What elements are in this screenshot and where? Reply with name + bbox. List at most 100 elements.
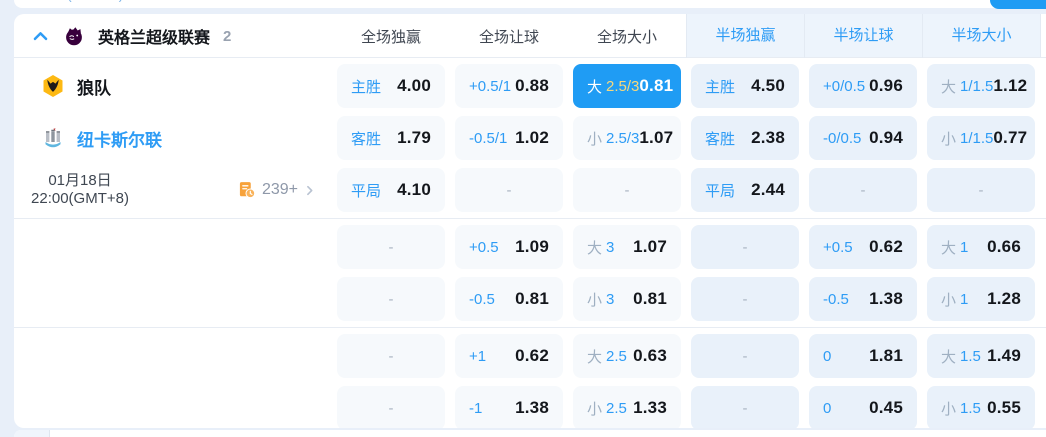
empty-dash: -: [742, 238, 748, 256]
odds-cell[interactable]: +0.5/1 0.88: [455, 64, 563, 108]
odds-cell[interactable]: 客胜 1.79: [337, 116, 445, 160]
away-team-name: 纽卡斯尔联: [77, 130, 162, 150]
odds-cell[interactable]: 客胜 2.38: [691, 116, 799, 160]
odds-value: 1.38: [869, 289, 903, 308]
odds-row: - -1 1.38 小 2.5 1.33 - 0 0.45 小 1.5 0.55: [14, 382, 1046, 428]
match-date: 01月18日: [48, 172, 112, 189]
home-team[interactable]: 狼队: [14, 60, 332, 112]
odds-value: 1.33: [633, 398, 667, 417]
column-header-halftime-ou: 半场大小: [922, 14, 1040, 58]
odds-cell-selected[interactable]: 大 2.5/3 0.81: [573, 64, 681, 108]
odds-cell-empty: -: [337, 386, 445, 428]
odds-label: 1.5: [960, 399, 981, 417]
odds-cell[interactable]: +1 0.62: [455, 334, 563, 378]
ou-prefix: 小: [941, 130, 957, 148]
odds-cell[interactable]: 主胜 4.50: [691, 64, 799, 108]
odds-cell[interactable]: 平局 2.44: [691, 168, 799, 212]
odds-cell[interactable]: 大 1 0.66: [927, 225, 1035, 269]
odds-value: 0.66: [987, 237, 1021, 256]
odds-cell[interactable]: -0.5/1 1.02: [455, 116, 563, 160]
ou-prefix: 小: [941, 400, 957, 418]
odds-value: 0.77: [993, 128, 1028, 147]
wolves-logo-icon: [41, 74, 65, 98]
odds-cell[interactable]: 小 2.5 1.33: [573, 386, 681, 428]
away-team[interactable]: 纽卡斯尔联: [14, 112, 332, 164]
odds-label: +0.5/1: [469, 77, 512, 95]
odds-value: 2.38: [751, 128, 785, 147]
odds-cell[interactable]: 0 0.45: [809, 386, 917, 428]
odds-label: 0: [823, 399, 832, 417]
empty-dash: -: [742, 399, 748, 417]
odds-cell[interactable]: -0/0.5 0.94: [809, 116, 917, 160]
odds-value: 4.50: [751, 76, 785, 95]
odds-label: -0.5: [823, 290, 849, 308]
odds-value: 0.94: [869, 128, 903, 147]
odds-label: 2.5/3: [606, 129, 640, 147]
odds-label: 2.5/3: [606, 77, 640, 95]
odds-cell[interactable]: 主胜 4.00: [337, 64, 445, 108]
odds-cell[interactable]: 小 3 0.81: [573, 277, 681, 321]
column-header-halftime-handicap: 半场让球: [804, 14, 922, 58]
odds-value: 1.12: [993, 76, 1028, 95]
odds-cell[interactable]: 0 1.81: [809, 334, 917, 378]
empty-dash: -: [388, 290, 394, 308]
odds-label: 2.5: [606, 347, 627, 365]
odds-cell[interactable]: 小 1 1.28: [927, 277, 1035, 321]
odds-label: -0.5: [469, 290, 495, 308]
odds-label: 1.5: [960, 347, 981, 365]
ou-prefix: 大: [587, 78, 603, 96]
ou-prefix: 小: [587, 130, 603, 148]
odds-cell[interactable]: +0.5 1.09: [455, 225, 563, 269]
ou-prefix: 大: [941, 78, 957, 96]
odds-row: - -0.5 0.81 小 3 0.81 - -0.5 1.38 小 1 1.28: [14, 273, 1046, 325]
empty-dash: -: [978, 181, 984, 199]
odds-label: 主胜: [705, 78, 736, 96]
odds-cell[interactable]: 大 1/1.5 1.12: [927, 64, 1035, 108]
league-title-block: 英格兰超级联赛 2: [14, 24, 332, 48]
odds-row-away: 纽卡斯尔联 客胜 1.79 -0.5/1 1.02 小 2.5/3 1.07 客胜 2.3…: [14, 112, 1046, 164]
odds-label: 1/1.5: [960, 129, 994, 147]
more-markets-link[interactable]: 239+: [237, 180, 316, 200]
odds-value: 1.81: [869, 346, 903, 365]
empty-dash: -: [506, 181, 512, 199]
odds-value: 0.81: [633, 289, 667, 308]
odds-cell[interactable]: +0.5 0.62: [809, 225, 917, 269]
match-meta: 01月18日 22:00(GMT+8) 239+: [14, 164, 332, 216]
ou-prefix: 大: [587, 348, 603, 366]
odds-cell[interactable]: 小 1/1.5 0.77: [927, 116, 1035, 160]
odds-cell[interactable]: -0.5 0.81: [455, 277, 563, 321]
odds-cell[interactable]: -1 1.38: [455, 386, 563, 428]
odds-label: 0: [823, 347, 832, 365]
odds-label: 主胜: [351, 78, 382, 96]
odds-value: 0.45: [869, 398, 903, 417]
newcastle-logo-icon: [41, 126, 65, 150]
ou-prefix: 大: [587, 239, 603, 257]
odds-value: 1.07: [639, 128, 674, 147]
odds-group-alt-1: - +0.5 1.09 大 3 1.07 - +0.5 0.62 大 1 0.66 - -0…: [14, 218, 1046, 327]
odds-cell[interactable]: 平局 4.10: [337, 168, 445, 212]
odds-label: +1: [469, 347, 487, 365]
odds-value: 0.62: [515, 346, 549, 365]
odds-cell-empty: -: [691, 225, 799, 269]
odds-cell[interactable]: 大 3 1.07: [573, 225, 681, 269]
odds-value: 1.28: [987, 289, 1021, 308]
odds-cell[interactable]: 大 1.5 1.49: [927, 334, 1035, 378]
odds-value: 0.63: [633, 346, 667, 365]
odds-value: 0.96: [869, 76, 903, 95]
ou-prefix: 大: [941, 239, 957, 257]
column-header-fulltime-handicap: 全场让球: [478, 28, 539, 46]
odds-cell[interactable]: 大 2.5 0.63: [573, 334, 681, 378]
previous-card-clipped-text: 22:00(GMT+8): [32, 0, 123, 2]
odds-cell-empty: -: [691, 277, 799, 321]
odds-cell[interactable]: 小 1.5 0.55: [927, 386, 1035, 428]
markets-doc-icon: [237, 180, 257, 200]
league-name[interactable]: 英格兰超级联赛: [98, 30, 211, 47]
next-column-edge: [1040, 14, 1046, 57]
chevron-right-icon: [303, 184, 316, 197]
odds-cell[interactable]: 小 2.5/3 1.07: [573, 116, 681, 160]
collapse-chevron-up-icon[interactable]: [31, 27, 50, 46]
odds-value: 1.09: [515, 237, 549, 256]
odds-label: 3: [606, 290, 615, 308]
odds-cell[interactable]: +0/0.5 0.96: [809, 64, 917, 108]
odds-cell[interactable]: -0.5 1.38: [809, 277, 917, 321]
